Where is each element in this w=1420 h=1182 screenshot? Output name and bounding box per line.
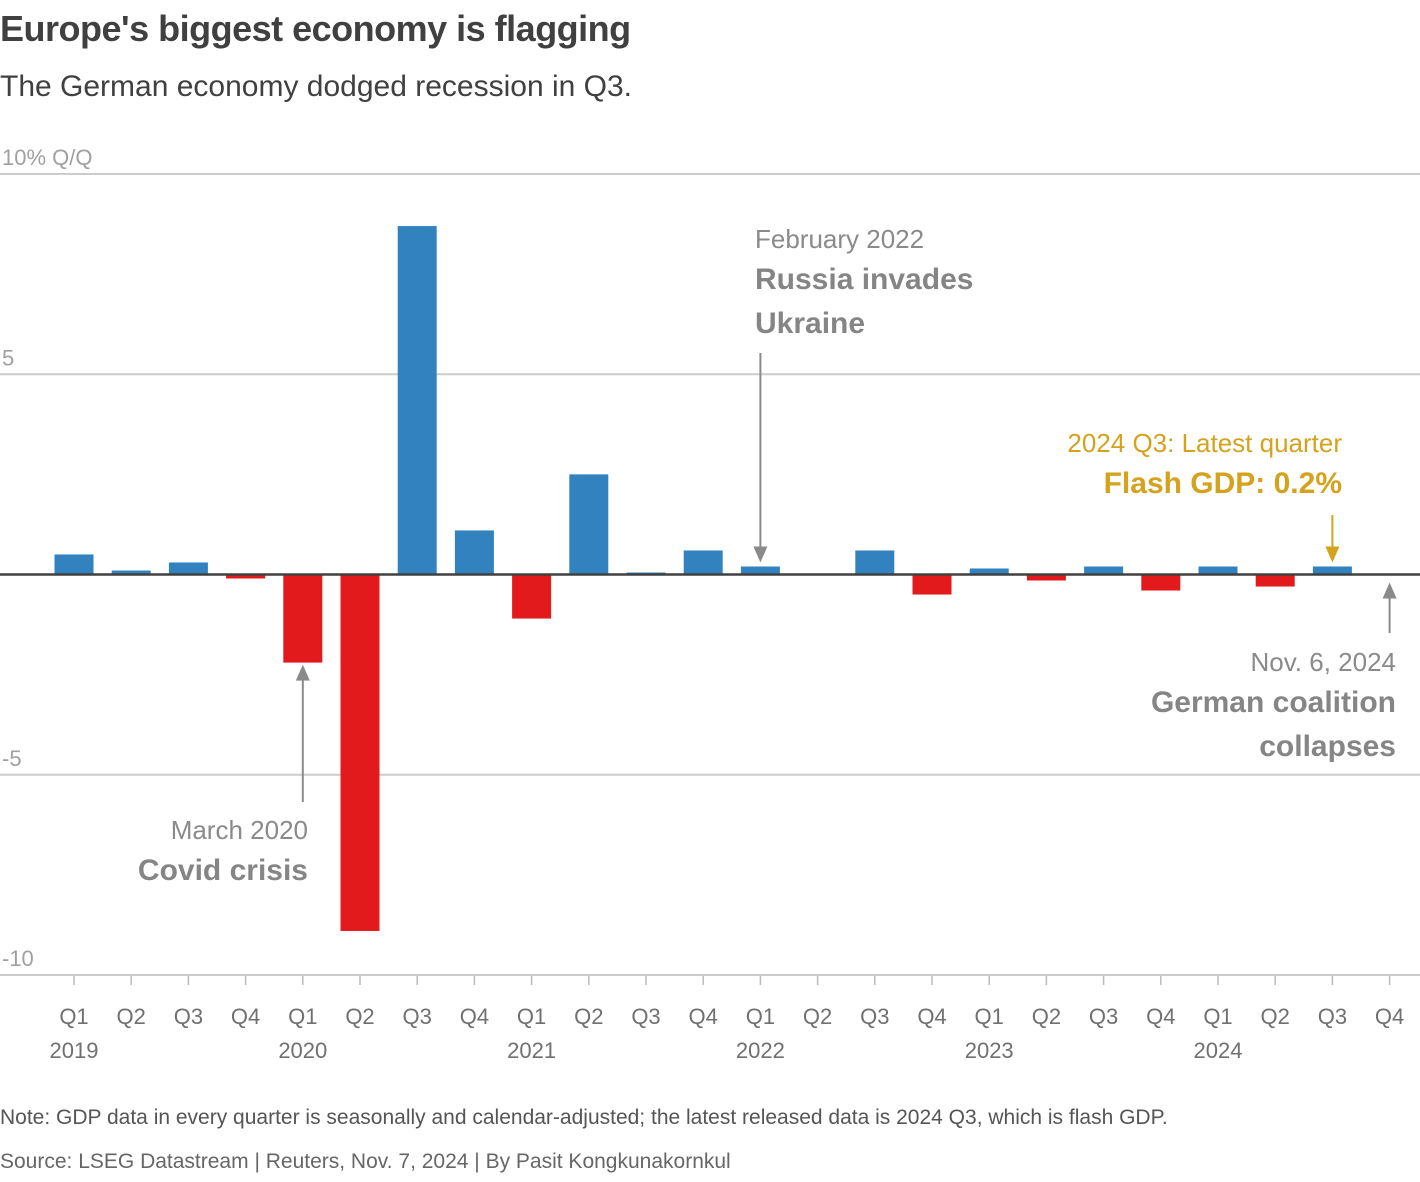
x-tick-label: Q1 bbox=[288, 1004, 317, 1029]
arrow-up-icon bbox=[1382, 582, 1397, 599]
x-tick-label: Q2 bbox=[345, 1004, 374, 1029]
x-tick-label: Q1 bbox=[517, 1004, 546, 1029]
source-line: Source: LSEG Datastream | Reuters, Nov. … bbox=[0, 1150, 731, 1173]
x-tick-label: Q4 bbox=[460, 1004, 489, 1029]
x-year-label: 2020 bbox=[278, 1038, 327, 1063]
x-year-label: 2024 bbox=[1194, 1038, 1243, 1063]
x-tick-label: Q2 bbox=[574, 1004, 603, 1029]
x-tick-label: Q4 bbox=[917, 1004, 946, 1029]
bar-positive bbox=[397, 226, 437, 575]
x-year-label: 2021 bbox=[507, 1038, 556, 1063]
x-tick-label: Q1 bbox=[1203, 1004, 1232, 1029]
bar-positive bbox=[969, 568, 1009, 575]
chart-title: Europe's biggest economy is flagging bbox=[0, 8, 631, 49]
bar-negative bbox=[226, 574, 266, 579]
arrow-up-icon bbox=[295, 664, 310, 681]
annotations: March 2020 Covid crisis February 2022 Russi… bbox=[138, 224, 1397, 887]
x-tick-label: Q2 bbox=[1261, 1004, 1290, 1029]
x-tick-label: Q1 bbox=[746, 1004, 775, 1029]
annotation-date: Nov. 6, 2024 bbox=[1250, 647, 1396, 677]
bar-positive bbox=[54, 554, 94, 575]
annotation-headline: Ukraine bbox=[755, 307, 865, 340]
annotation-date: March 2020 bbox=[171, 815, 308, 845]
x-tick-label: Q2 bbox=[117, 1004, 146, 1029]
bar-positive bbox=[1084, 566, 1124, 575]
bar-negative bbox=[283, 574, 323, 663]
arrow-down-icon bbox=[753, 546, 768, 563]
x-year-label: 2022 bbox=[736, 1038, 785, 1063]
chart-subtitle: The German economy dodged recession in Q… bbox=[0, 70, 633, 103]
x-tick-label: Q3 bbox=[1089, 1004, 1118, 1029]
x-tick-label: Q3 bbox=[403, 1004, 432, 1029]
y-tick-label: 5 bbox=[2, 345, 14, 370]
bar-negative bbox=[1026, 574, 1066, 581]
x-tick-label: Q4 bbox=[1375, 1004, 1404, 1029]
bar-positive bbox=[454, 530, 494, 575]
x-tick-label: Q4 bbox=[231, 1004, 260, 1029]
bar-positive bbox=[855, 550, 895, 575]
bar-negative bbox=[1255, 574, 1295, 587]
bar-positive bbox=[569, 474, 609, 575]
annotation-headline: Covid crisis bbox=[138, 854, 308, 887]
x-tick-label: Q3 bbox=[174, 1004, 203, 1029]
x-tick-label: Q4 bbox=[689, 1004, 718, 1029]
annotation-date: February 2022 bbox=[755, 224, 924, 254]
x-tick-label: Q3 bbox=[631, 1004, 660, 1029]
arrow-down-icon bbox=[1325, 546, 1340, 563]
x-tick-label: Q3 bbox=[860, 1004, 889, 1029]
annotation-date: 2024 Q3: Latest quarter bbox=[1067, 428, 1342, 458]
bar-negative bbox=[340, 574, 380, 931]
gridlines bbox=[0, 173, 1420, 976]
x-tick-label: Q2 bbox=[803, 1004, 832, 1029]
footnote: Note: GDP data in every quarter is seaso… bbox=[0, 1106, 1168, 1129]
bar-positive bbox=[1198, 566, 1238, 575]
y-tick-label: 10% Q/Q bbox=[2, 145, 92, 170]
x-axis: Q1 Q2 Q3 Q4 Q1 Q2 Q3 Q4 Q1 Q2 Q3 Q4 Q1 Q2 Q3 Q4 Q1 Q2 Q3 Q4… bbox=[50, 976, 1404, 1063]
annotation-headline: German coalition bbox=[1151, 686, 1396, 719]
bar-negative bbox=[1141, 574, 1181, 591]
x-tick-label: Q1 bbox=[975, 1004, 1004, 1029]
x-tick-label: Q2 bbox=[1032, 1004, 1061, 1029]
bar-positive bbox=[1312, 566, 1352, 575]
x-tick-label: Q3 bbox=[1318, 1004, 1347, 1029]
y-axis-labels: 10% Q/Q 5 -5 -10 bbox=[2, 145, 92, 971]
bar-positive bbox=[740, 566, 780, 575]
annotation-headline: collapses bbox=[1259, 730, 1396, 763]
bar-positive bbox=[683, 550, 723, 575]
y-tick-label: -10 bbox=[2, 946, 34, 971]
y-tick-label: -5 bbox=[2, 746, 22, 771]
x-year-label: 2019 bbox=[50, 1038, 99, 1063]
annotation-headline: Russia invades bbox=[755, 263, 973, 296]
bar-negative bbox=[912, 574, 952, 595]
bar-positive bbox=[111, 570, 151, 575]
x-year-label: 2023 bbox=[965, 1038, 1014, 1063]
x-tick-label: Q4 bbox=[1146, 1004, 1175, 1029]
bars bbox=[54, 226, 1352, 931]
x-tick-label: Q1 bbox=[59, 1004, 88, 1029]
bar-negative bbox=[512, 574, 552, 619]
annotation-headline: Flash GDP: 0.2% bbox=[1104, 467, 1342, 500]
bar-positive bbox=[168, 562, 208, 575]
